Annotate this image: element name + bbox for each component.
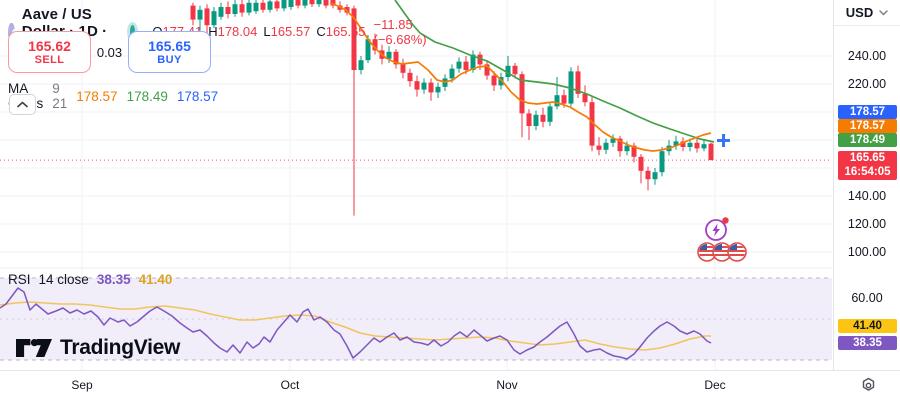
time-axis[interactable]: Sep Oct Nov Dec xyxy=(0,370,900,400)
sell-label: SELL xyxy=(34,53,65,66)
month-label: Oct xyxy=(280,378,300,392)
sell-button[interactable]: 165.62 SELL xyxy=(8,31,91,73)
ohlc-low-label: L xyxy=(263,24,271,39)
change-readout: −11.85 (−6.68%) xyxy=(373,16,427,47)
price-tick-label: 220.00 xyxy=(847,77,887,91)
trade-panel: 165.62 SELL 0.03 165.65 BUY xyxy=(8,31,211,73)
rsi-legend-params: 14 close xyxy=(38,272,89,287)
watermark-text: TradingView xyxy=(60,336,181,359)
ohlc-low-value: 165.57 xyxy=(270,24,311,39)
month-label: Sep xyxy=(71,378,93,392)
ma-value-cross: 178.57 xyxy=(176,88,219,104)
ohlc-close-label: C xyxy=(316,24,326,39)
time-axis-settings-icon[interactable] xyxy=(858,375,879,396)
rsi-tick-label: 60.00 xyxy=(851,291,883,305)
ma-value-short: 178.57 xyxy=(76,88,118,104)
ma-legend-params: 9 21 xyxy=(52,81,68,111)
price-tick-label: 240.00 xyxy=(847,49,887,63)
ohlc-high-label: H xyxy=(208,24,218,39)
price-tick-label: 120.00 xyxy=(847,217,887,231)
rsi-ma-value: 41.40 xyxy=(138,272,173,287)
rsi-axis-badge: 38.35 xyxy=(838,336,897,350)
ma-cross-legend[interactable]: MA Cross 9 21 178.57 178.49 178.57 xyxy=(8,81,218,111)
economic-events-us-flags-icon[interactable] xyxy=(696,241,748,268)
price-tick-label: 140.00 xyxy=(847,189,887,203)
tradingview-logo-icon xyxy=(16,339,52,357)
rsi-legend-title: RSI xyxy=(8,272,31,287)
chevron-down-icon xyxy=(879,9,888,15)
month-label: Nov xyxy=(496,378,518,392)
ohlc-high-value: 178.04 xyxy=(217,24,258,39)
buy-button[interactable]: 165.65 BUY xyxy=(128,31,211,73)
price-axis-badge: 165.65 16:54:05 xyxy=(838,151,897,180)
rsi-value: 38.35 xyxy=(96,272,131,287)
price-chart-canvas[interactable] xyxy=(0,0,832,370)
price-axis-badge: 178.57 xyxy=(838,119,897,133)
spread-value: 0.03 xyxy=(96,44,123,60)
price-axis-badge: 178.57 xyxy=(838,105,897,119)
currency-selector[interactable]: USD xyxy=(834,0,900,26)
collapse-legend-button[interactable] xyxy=(9,94,36,115)
lightning-events-icon[interactable] xyxy=(703,216,730,248)
price-tick-label: 100.00 xyxy=(847,245,887,259)
sell-price: 165.62 xyxy=(28,37,71,54)
currency-label: USD xyxy=(845,5,874,20)
ohlc-close-value: 165.65 xyxy=(325,24,366,39)
price-axis[interactable]: USD 240.00220.00200.00180.00160.00140.00… xyxy=(833,0,900,370)
chevron-up-icon xyxy=(17,101,28,108)
plus-marker-icon[interactable] xyxy=(716,133,731,153)
price-axis-badge: 178.49 xyxy=(838,133,897,147)
buy-label: BUY xyxy=(157,53,182,66)
tradingview-watermark: TradingView xyxy=(16,336,180,360)
ma-value-long: 178.49 xyxy=(126,88,168,104)
rsi-axis-badge: 41.40 xyxy=(838,319,897,333)
buy-price: 165.65 xyxy=(148,37,191,54)
rsi-legend[interactable]: RSI 14 close 38.35 41.40 xyxy=(8,272,172,287)
month-label: Dec xyxy=(704,378,726,392)
